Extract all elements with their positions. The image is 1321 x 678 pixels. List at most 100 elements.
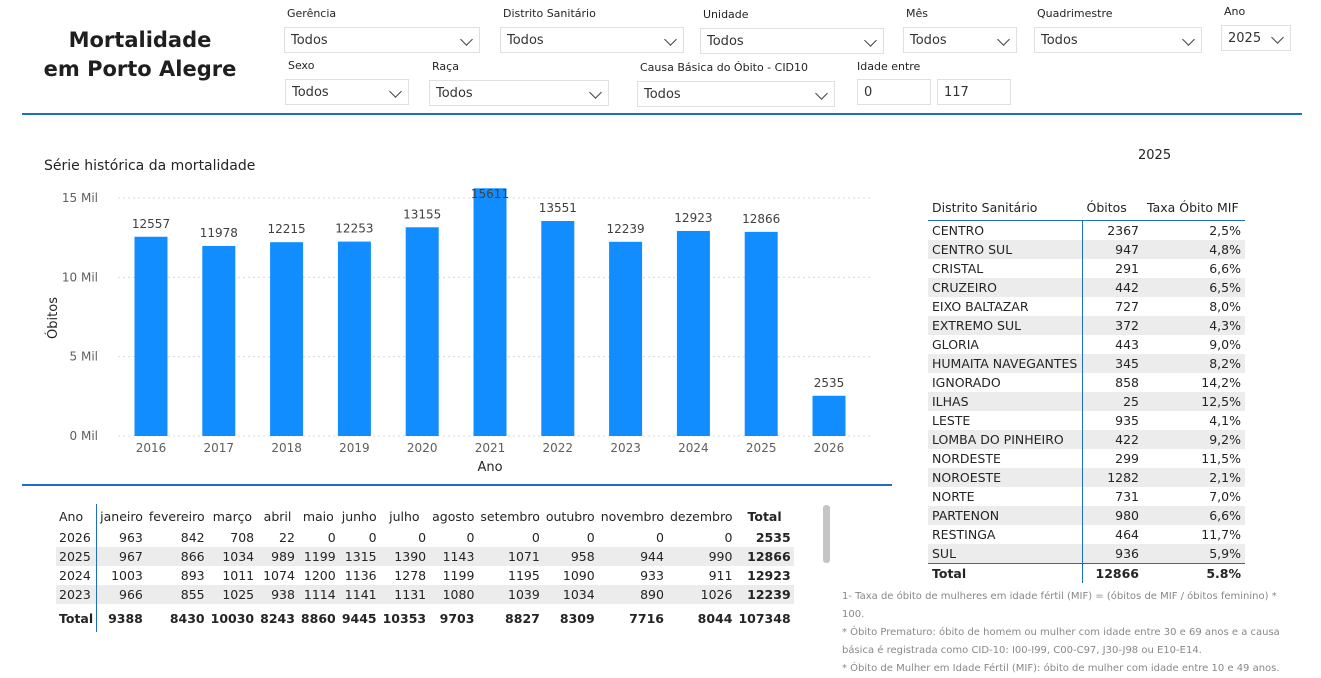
obitos-cell: 464 [1115, 527, 1139, 542]
bar-2025[interactable] [744, 231, 778, 436]
month-header-4[interactable]: abril [263, 508, 292, 524]
x-tick-label: 2024 [678, 441, 709, 455]
month-value-cell: 963 [119, 530, 143, 545]
raca-dropdown[interactable]: Todos [429, 80, 609, 106]
month-header-2[interactable]: fevereiro [148, 508, 205, 524]
month-header-11[interactable]: novembro [600, 508, 664, 524]
bar-data-label: 12253 [335, 222, 373, 236]
bar-2022[interactable] [541, 220, 575, 436]
month-header-12[interactable]: dezembro [669, 508, 733, 524]
month-value-cell: 0 [724, 530, 733, 545]
month-value-cell: 855 [145, 585, 208, 604]
idade-min-input[interactable]: 0 [857, 79, 931, 105]
month-header-10[interactable]: outubro [545, 508, 595, 524]
month-value-cell: 1026 [666, 585, 736, 604]
district-row[interactable]: CENTRO 2367 2,5% [928, 220, 1245, 240]
month-value-cell: 1200 [303, 568, 336, 583]
month-row[interactable]: 2024 1003 893 1011 1074 1200 1136 1278 1199 1195 1… [56, 566, 794, 585]
bar-2016[interactable] [134, 236, 168, 436]
bar-2026[interactable] [812, 395, 846, 436]
month-header-13[interactable]: Total [747, 508, 782, 524]
month-value-cell: 966 [96, 585, 146, 604]
district-row[interactable]: LESTE 935 4,1% [928, 411, 1245, 430]
month-value-cell: 0 [586, 530, 595, 545]
month-header-5[interactable]: maio [302, 508, 334, 524]
title-line-1: Mortalidade [68, 28, 212, 52]
bar-2020[interactable] [405, 227, 439, 436]
unidade-value: Todos [707, 34, 744, 49]
month-value-cell: 0 [656, 530, 664, 545]
district-row[interactable]: NORTE 731 7,0% [928, 487, 1245, 506]
district-row[interactable]: IGNORADO 858 14,2% [928, 373, 1245, 392]
month-row[interactable]: 2023 966 855 1025 938 1114 1141 1131 1080 1039 103… [56, 585, 794, 604]
ano-dropdown[interactable]: 2025 [1221, 25, 1291, 51]
unidade-dropdown[interactable]: Todos [700, 28, 884, 54]
month-header-9[interactable]: setembro [480, 508, 540, 524]
district-row[interactable]: RESTINGA 464 11,7% [928, 525, 1245, 544]
taxa-header[interactable]: Taxa Óbito MIF [1143, 194, 1245, 221]
district-row[interactable]: PARTENON 980 6,6% [928, 506, 1245, 525]
district-row[interactable]: NOROESTE 1282 2,1% [928, 468, 1245, 487]
y-axis-label: Óbitos [45, 297, 61, 339]
bar-2019[interactable] [337, 241, 371, 436]
district-row[interactable]: CENTRO SUL 947 4,8% [928, 240, 1245, 259]
district-row[interactable]: CRUZEIRO 442 6,5% [928, 278, 1245, 297]
taxa-cell: 6,6% [1143, 506, 1245, 525]
idade-max-input[interactable]: 117 [937, 79, 1011, 105]
month-header-6[interactable]: junho [341, 508, 377, 524]
distrito-value: Todos [507, 33, 544, 48]
district-row[interactable]: GLORIA 443 9,0% [928, 335, 1245, 354]
causa-value: Todos [644, 87, 681, 102]
month-row[interactable]: 2026 963 842 708 22 0 0 0 0 0 0 0 0 2535 [56, 528, 794, 547]
bar-2021[interactable] [473, 188, 507, 436]
ano-label: Ano [1224, 5, 1246, 18]
quadrimestre-dropdown[interactable]: Todos [1034, 27, 1202, 53]
district-name-cell: LOMBA DO PINHEIRO [928, 430, 1083, 449]
column-total-cell: 8309 [559, 610, 595, 626]
raca-value: Todos [436, 86, 473, 101]
month-header-7[interactable]: julho [389, 508, 420, 524]
district-name-cell: IGNORADO [928, 373, 1083, 392]
bar-2017[interactable] [202, 245, 236, 436]
bar-2023[interactable] [609, 241, 643, 436]
bar-2018[interactable] [270, 242, 304, 436]
obitos-cell: 727 [1115, 299, 1139, 314]
x-tick-label: 2022 [543, 441, 574, 455]
month-value-cell: 1003 [111, 568, 143, 583]
month-header-1[interactable]: janeiro [100, 508, 143, 524]
obitos-cell: 947 [1082, 240, 1143, 259]
month-header-8[interactable]: agosto [432, 508, 475, 524]
district-row[interactable]: LOMBA DO PINHEIRO 422 9,2% [928, 430, 1245, 449]
month-header-ano[interactable]: Ano [56, 504, 98, 528]
causa-dropdown[interactable]: Todos [637, 81, 835, 107]
month-header-3[interactable]: março [212, 508, 252, 524]
district-row[interactable]: SUL 936 5,9% [928, 544, 1245, 564]
district-row[interactable]: CRISTAL 291 6,6% [928, 259, 1245, 278]
sexo-dropdown[interactable]: Todos [285, 79, 409, 105]
obitos-header[interactable]: Óbitos [1082, 194, 1143, 221]
footnote-premature: * Óbito Prematuro: óbito de homem ou mul… [842, 627, 1280, 656]
bar-2024[interactable] [676, 230, 710, 436]
row-total-cell: 12923 [747, 568, 791, 583]
gerencia-dropdown[interactable]: Todos [284, 27, 480, 53]
taxa-cell: 6,6% [1209, 261, 1241, 276]
y-tick-label: 15 Mil [62, 191, 98, 205]
bar-data-label: 15611 [471, 187, 509, 201]
district-name-cell: CENTRO [928, 220, 1083, 240]
month-value-cell: 890 [597, 585, 667, 604]
district-row[interactable]: NORDESTE 299 11,5% [928, 449, 1245, 468]
bar-data-label: 12866 [742, 212, 780, 226]
month-row[interactable]: 2025 967 866 1034 989 1199 1315 1390 1143 1071 958… [56, 547, 794, 566]
month-value-cell: 1080 [429, 585, 478, 604]
district-header[interactable]: Distrito Sanitário [928, 194, 1083, 221]
month-value-cell: 1071 [477, 547, 543, 566]
mes-dropdown[interactable]: Todos [903, 27, 1017, 53]
table-scrollbar[interactable] [823, 505, 830, 563]
column-total-cell: 9445 [341, 610, 377, 626]
month-value-cell: 0 [327, 530, 336, 545]
district-row[interactable]: ILHAS 25 12,5% [928, 392, 1245, 411]
district-row[interactable]: EXTREMO SUL 372 4,3% [928, 316, 1245, 335]
district-row[interactable]: HUMAITA NAVEGANTES 345 8,2% [928, 354, 1245, 373]
district-row[interactable]: EIXO BALTAZAR 727 8,0% [928, 297, 1245, 316]
distrito-dropdown[interactable]: Todos [500, 27, 684, 53]
